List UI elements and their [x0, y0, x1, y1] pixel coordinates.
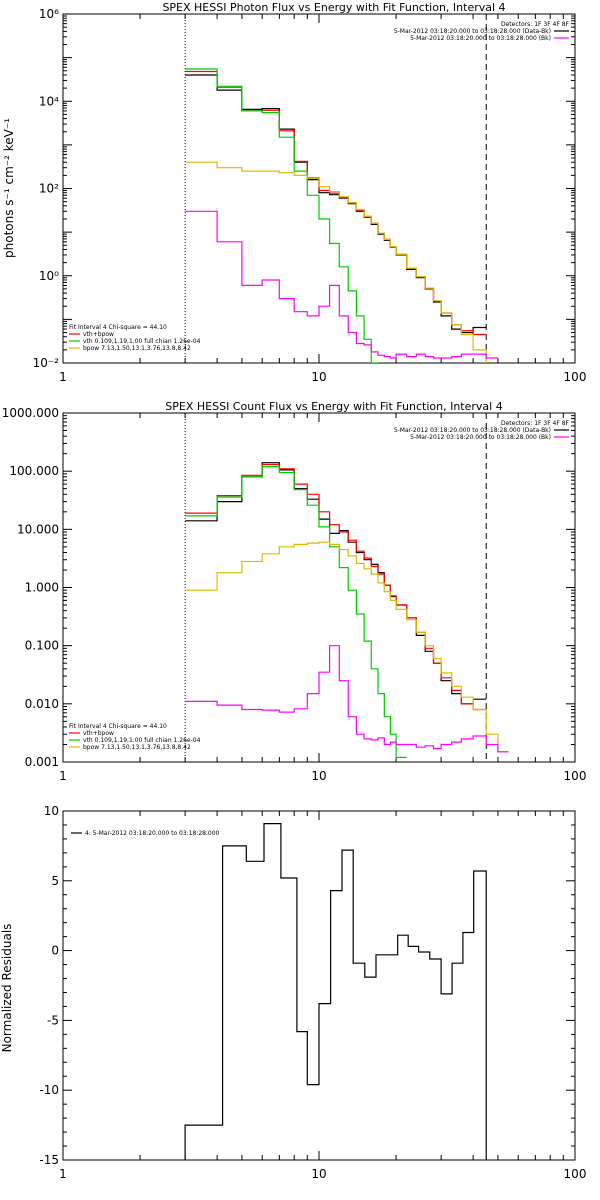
y-tick-label: 0.001	[25, 755, 59, 769]
x-tick-label: 1	[59, 370, 67, 384]
x-tick-label: 100	[564, 370, 587, 384]
x-tick-label: 1	[59, 1167, 67, 1181]
y-tick-label: 1000.000	[2, 406, 59, 420]
legend-header: Fit Interval 4 Chi-square = 44.10	[69, 723, 167, 730]
chart-title: SPEX HESSI Count Flux vs Energy with Fit…	[165, 400, 502, 413]
residual-line	[184, 823, 487, 1160]
legend-label: 5-Mar-2012 03:18:20.000 to 03:18:28.000 …	[394, 28, 551, 35]
legend-label: vth+bpow	[83, 331, 114, 338]
y-tick-label: 10	[44, 804, 59, 818]
legend-label: 5-Mar-2012 03:18:20.000 to 03:18:28.000 …	[410, 35, 551, 42]
background-line	[185, 210, 498, 359]
residuals-panel: Normalized Residuals 1 10 100 -15 -10 -5 0 5 10 4…	[0, 804, 586, 1181]
vth-component-line	[185, 466, 407, 758]
y-tick-label: 10²	[39, 182, 59, 196]
y-axis-label: Normalized Residuals	[0, 924, 14, 1053]
plot-frame	[62, 810, 576, 1161]
legend-label: 4. 5-Mar-2012 03:18:20.000 to 03:18:28.0…	[85, 830, 220, 837]
y-tick-label: 0	[51, 944, 59, 958]
vth-component-line	[185, 68, 379, 363]
x-tick-label: 1	[59, 769, 67, 783]
legend-label: vth 0.109,1.19,1.00 full chian 1.26e-04	[83, 737, 201, 744]
series-group	[184, 823, 487, 1160]
x-tick-label: 10	[311, 1167, 326, 1181]
y-tick-label: 10.000	[17, 522, 59, 536]
y-tick-label: 0.010	[25, 697, 59, 711]
y-tick-label: 1.000	[25, 581, 59, 595]
y-tick-label: -10	[39, 1083, 59, 1097]
total-fit-line	[185, 463, 487, 711]
x-tick-label: 100	[564, 769, 587, 783]
y-tick-label: 10⁴	[39, 94, 59, 108]
y-tick-label: 10⁶	[39, 7, 59, 21]
y-tick-label: 10⁻²	[33, 356, 60, 370]
legend-label: 5-Mar-2012 03:18:20.000 to 03:18:28.000 …	[410, 434, 551, 441]
chart-title: SPEX HESSI Photon Flux vs Energy with Fi…	[162, 1, 505, 14]
legend-label: vth 0.109,1.19,1.00 full chian 1.26e-04	[83, 338, 201, 345]
photon-flux-panel: SPEX HESSI Photon Flux vs Energy with Fi…	[2, 1, 587, 384]
total-fit-line	[185, 70, 487, 336]
y-tick-label: 10⁰	[39, 269, 59, 283]
background-line	[185, 645, 509, 753]
legend-label: 5-Mar-2012 03:18:20.000 to 03:18:28.000 …	[394, 427, 551, 434]
y-tick-label: -15	[39, 1153, 59, 1167]
y-tick-label: 5	[51, 874, 59, 888]
legend-label: bpow 7.13,1.50,13.1,3.76,13.8,8.42	[83, 345, 191, 352]
series-group	[185, 462, 509, 758]
y-tick-label: -5	[47, 1013, 59, 1027]
legend-header: Detectors: 1F 3F 4F 8F	[501, 21, 570, 28]
legend-header: Detectors: 1F 3F 4F 8F	[501, 420, 570, 427]
bpow-component-line	[185, 541, 509, 753]
plot-frame	[62, 412, 576, 763]
data-series-line	[185, 74, 487, 334]
bpow-component-line	[185, 161, 487, 363]
legend-header: Fit Interval 4 Chi-square = 44.10	[69, 324, 167, 331]
y-axis-label: photons s⁻¹ cm⁻² keV⁻¹	[2, 118, 16, 258]
x-tick-label: 10	[311, 769, 326, 783]
y-tick-label: 100.000	[9, 464, 59, 478]
legend-label: bpow 7.13,1.50,13.1,3.76,13.8,8.42	[83, 744, 191, 751]
series-group	[185, 68, 498, 363]
x-tick-label: 10	[311, 370, 326, 384]
legend-label: vth+bpow	[83, 730, 114, 737]
x-tick-label: 100	[564, 1167, 587, 1181]
count-flux-panel: SPEX HESSI Count Flux vs Energy with Fit…	[2, 400, 587, 783]
y-tick-label: 0.100	[25, 639, 59, 653]
